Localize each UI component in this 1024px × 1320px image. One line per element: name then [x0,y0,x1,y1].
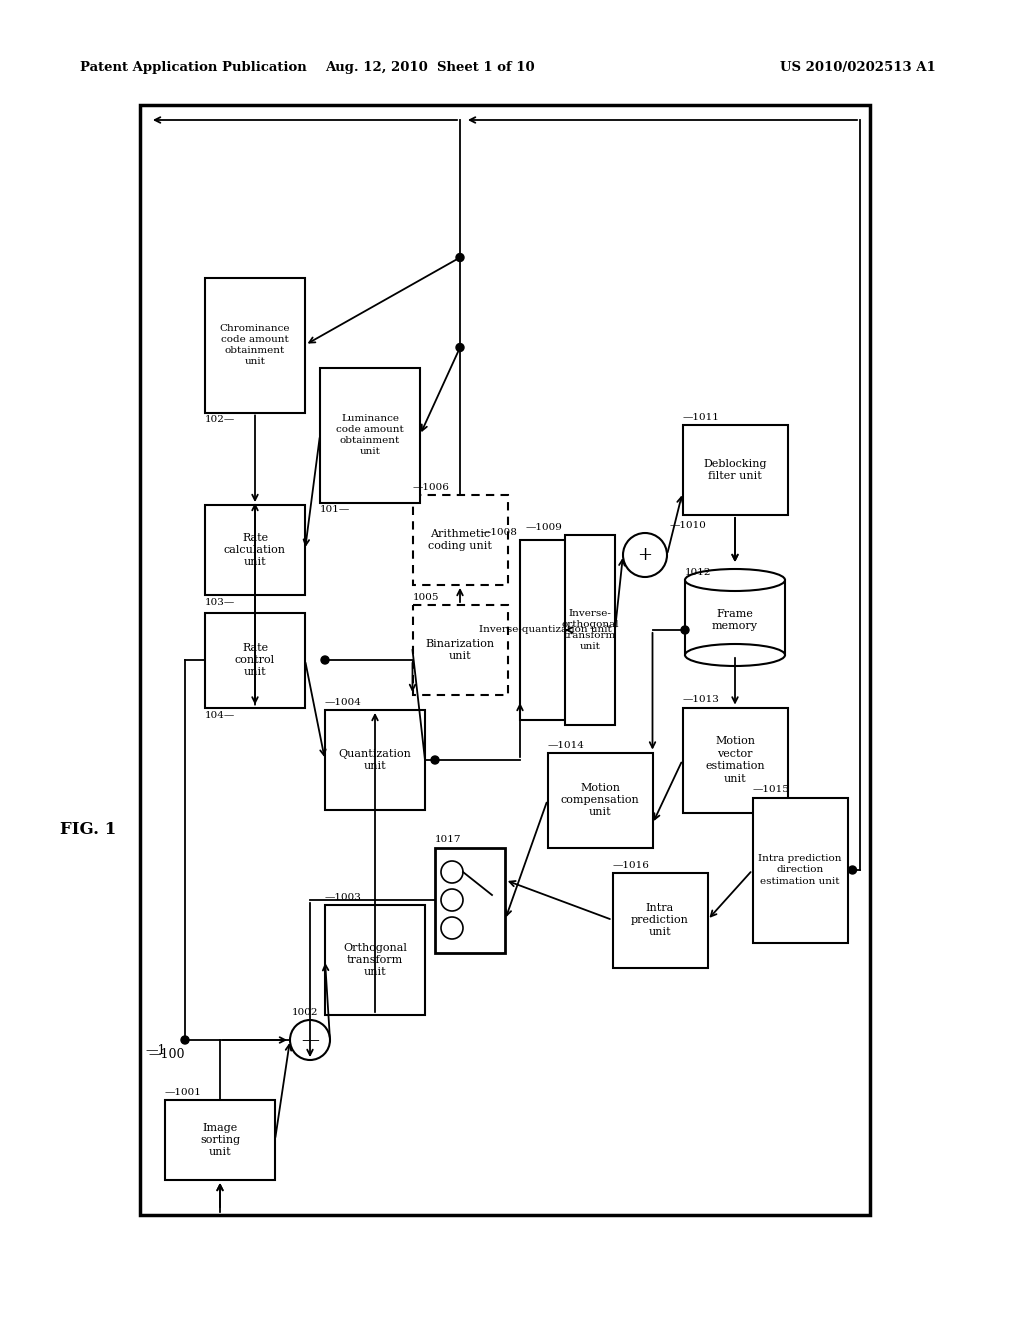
Text: Inverse-quantization unit: Inverse-quantization unit [478,626,611,635]
Text: US 2010/0202513 A1: US 2010/0202513 A1 [780,62,936,74]
Text: +: + [638,546,652,564]
Bar [435,847,505,953]
Text: Rate
control
unit: Rate control unit [234,643,275,677]
Text: 103—: 103— [205,598,236,607]
Text: 1005: 1005 [413,593,439,602]
Bar [753,797,848,942]
Bar [683,425,787,515]
Bar [548,752,652,847]
Bar [205,612,305,708]
Text: Binarization
unit: Binarization unit [425,639,495,661]
Text: —1014: —1014 [548,741,585,750]
Bar [413,495,508,585]
Ellipse shape [685,644,785,667]
Bar [413,605,508,696]
Text: —1001: —1001 [165,1088,202,1097]
Text: —1016: —1016 [612,861,649,870]
Circle shape [181,1036,189,1044]
Text: —1008: —1008 [480,528,517,537]
Text: —1010: —1010 [670,521,707,531]
Text: —1015: —1015 [753,785,790,795]
Text: Aug. 12, 2010  Sheet 1 of 10: Aug. 12, 2010 Sheet 1 of 10 [326,62,535,74]
Text: —1003: —1003 [325,894,361,902]
Bar [205,506,305,595]
Circle shape [623,533,667,577]
Text: —: — [301,1031,318,1049]
Bar [683,708,787,813]
Text: —1: —1 [145,1044,166,1056]
Text: Orthogonal
transform
unit: Orthogonal transform unit [343,942,407,977]
Text: 1017: 1017 [435,836,462,845]
Text: Rate
calculation
unit: Rate calculation unit [224,532,286,568]
Bar [565,535,615,725]
Text: —100: —100 [148,1048,184,1061]
Text: Quantization
unit: Quantization unit [339,748,412,771]
Text: Deblocking
filter unit: Deblocking filter unit [703,459,767,482]
Bar [325,906,425,1015]
Bar [205,277,305,412]
Text: Chrominance
code amount
obtainment
unit: Chrominance code amount obtainment unit [220,323,290,366]
Ellipse shape [685,569,785,591]
Circle shape [681,626,689,634]
Text: Intra prediction
direction
estimation unit: Intra prediction direction estimation un… [758,854,842,886]
Text: 102—: 102— [205,416,236,425]
Bar [319,367,420,503]
Bar [520,540,570,719]
Text: Image
sorting
unit: Image sorting unit [200,1122,240,1158]
Text: —1004: —1004 [325,698,361,708]
Text: 101—: 101— [319,506,350,515]
Bar [612,873,708,968]
Text: —1009: —1009 [525,523,562,532]
Bar [140,106,870,1214]
Text: Arithmetic
coding unit: Arithmetic coding unit [428,529,492,552]
Bar [685,579,785,655]
Text: FIG. 1: FIG. 1 [60,821,117,838]
Bar [325,710,425,810]
Circle shape [456,343,464,351]
Circle shape [290,1020,330,1060]
Text: Luminance
code amount
obtainment
unit: Luminance code amount obtainment unit [336,414,403,457]
Text: Frame
memory: Frame memory [712,610,758,631]
Circle shape [849,866,856,874]
Circle shape [431,756,439,764]
Text: Patent Application Publication: Patent Application Publication [80,62,307,74]
Text: 1012: 1012 [685,568,712,577]
Text: Inverse-
orthogonal
transform
unit: Inverse- orthogonal transform unit [561,609,618,651]
Text: —1013: —1013 [683,696,720,705]
Text: 104—: 104— [205,710,236,719]
Circle shape [321,656,329,664]
Bar [165,1100,275,1180]
Text: 1002: 1002 [292,1008,318,1016]
Text: —1011: —1011 [683,413,720,422]
Text: —1006: —1006 [413,483,450,492]
Text: Intra
prediction
unit: Intra prediction unit [631,903,689,937]
Text: Motion
vector
estimation
unit: Motion vector estimation unit [706,737,765,784]
Circle shape [456,253,464,261]
Text: Motion
compensation
unit: Motion compensation unit [560,783,639,817]
